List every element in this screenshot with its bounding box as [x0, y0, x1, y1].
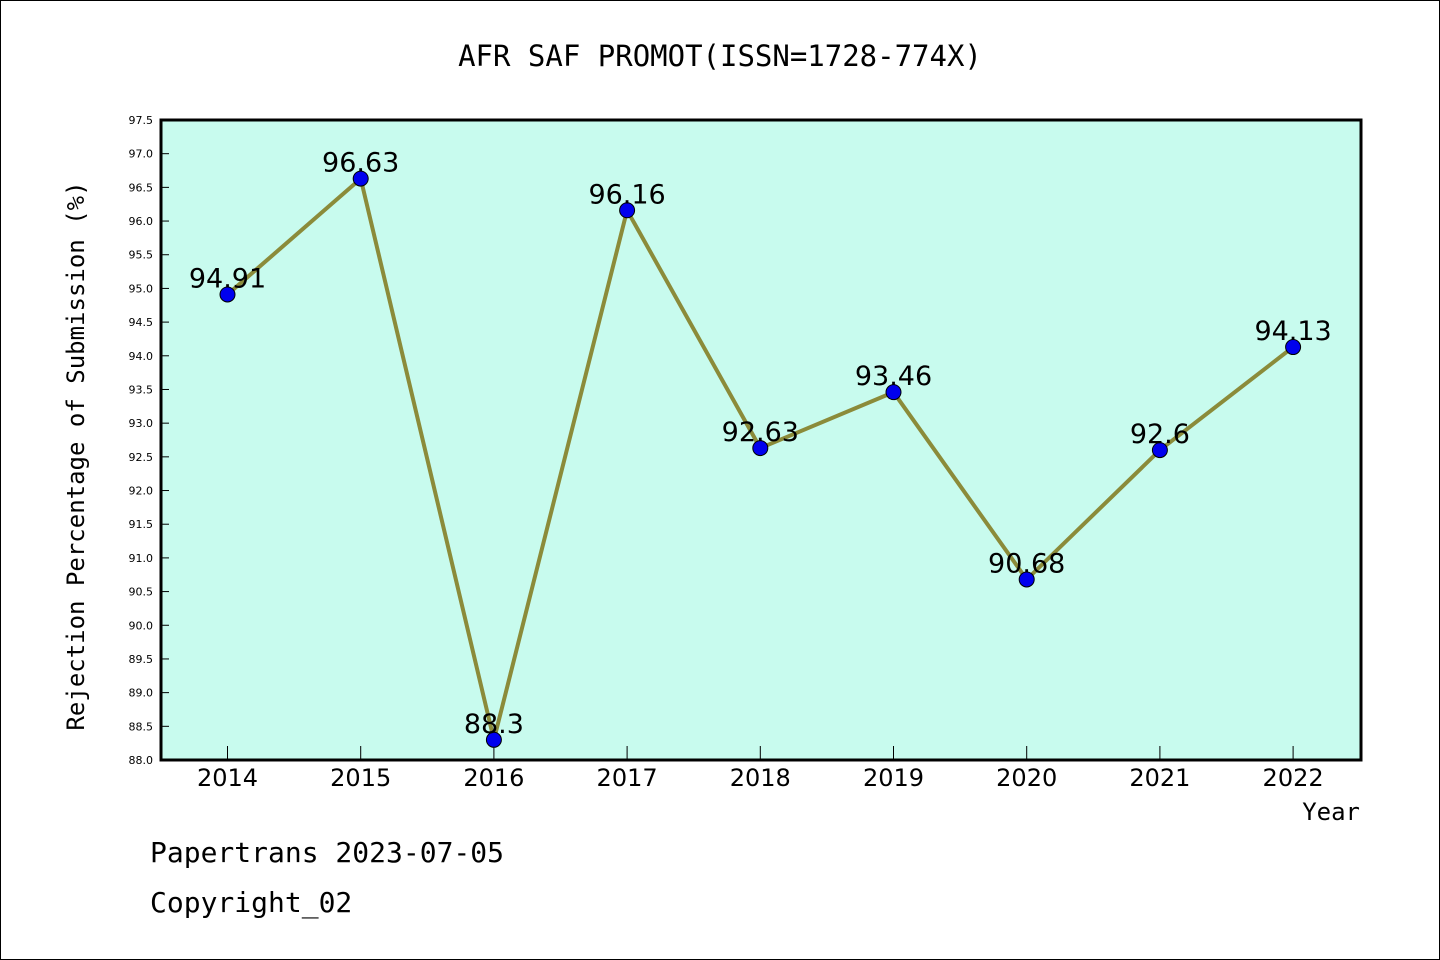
x-tick-label: 2021 — [1129, 764, 1190, 792]
data-point — [885, 384, 902, 401]
data-label: 94.91 — [189, 263, 266, 294]
y-tick-label: 95.0 — [129, 282, 154, 295]
x-axis-label: Year — [1302, 798, 1360, 826]
y-axis-ticks: 88.0 88.5 89.0 89.5 90.0 90.5 91.0 91.5 92.0 92.5… — [129, 114, 169, 767]
data-labels: 94.91 96.63 88.3 96.16 92.63 93.46 90.68 92.6 94… — [189, 148, 1332, 740]
data-point — [352, 170, 369, 187]
y-tick-label: 92.0 — [129, 485, 154, 498]
footer-copyright: Copyright_02 — [150, 886, 353, 919]
plot-border — [159, 118, 1363, 762]
y-tick-label: 91.0 — [129, 552, 154, 565]
y-tick-label: 90.0 — [129, 619, 154, 632]
y-axis-label: Rejection Percentage of Submission (%) — [62, 181, 90, 730]
data-label: 94.13 — [1254, 316, 1331, 347]
y-tick-label: 89.5 — [129, 653, 154, 666]
x-tick-label: 2014 — [197, 764, 258, 792]
y-tick-label: 88.5 — [129, 720, 154, 733]
x-tick-label: 2016 — [463, 764, 524, 792]
footer-date: Papertrans 2023-07-05 — [150, 836, 505, 869]
x-tick-label: 2015 — [330, 764, 391, 792]
x-tick-label: 2020 — [996, 764, 1057, 792]
y-tick-label: 97.0 — [129, 148, 154, 161]
data-label: 96.63 — [322, 148, 399, 179]
data-point — [1285, 339, 1302, 356]
data-point — [485, 731, 502, 748]
y-tick-label: 96.5 — [129, 181, 154, 194]
data-label: 93.46 — [855, 361, 932, 392]
data-point — [619, 202, 636, 219]
data-label: 90.68 — [988, 548, 1065, 579]
data-label: 92.6 — [1130, 419, 1190, 450]
x-tick-label: 2017 — [597, 764, 658, 792]
data-point — [1151, 442, 1168, 459]
y-tick-label: 92.5 — [129, 451, 154, 464]
data-label: 88.3 — [464, 709, 524, 740]
chart-title: AFR SAF PROMOT(ISSN=1728-774X) — [458, 39, 982, 73]
data-point — [1018, 571, 1035, 588]
data-label: 92.63 — [722, 417, 799, 448]
data-point — [752, 440, 769, 457]
x-tick-label: 2022 — [1263, 764, 1324, 792]
data-label: 96.16 — [588, 179, 665, 210]
y-tick-label: 88.0 — [129, 754, 154, 767]
data-point — [219, 286, 236, 303]
y-tick-label: 93.0 — [129, 417, 154, 430]
x-tick-label: 2018 — [730, 764, 791, 792]
y-tick-label: 96.0 — [129, 215, 154, 228]
y-tick-label: 91.5 — [129, 518, 154, 531]
y-tick-label: 94.5 — [129, 316, 154, 329]
x-tick-label: 2019 — [863, 764, 924, 792]
y-tick-label: 93.5 — [129, 383, 154, 396]
plot-area — [161, 120, 1361, 760]
y-tick-label: 89.0 — [129, 687, 154, 700]
y-tick-label: 94.0 — [129, 350, 154, 363]
data-markers — [219, 170, 1302, 748]
x-axis-ticks: 2014 2015 2016 2017 2018 2019 2020 2021 2022 — [197, 746, 1324, 792]
y-tick-label: 95.5 — [129, 249, 154, 262]
y-tick-label: 97.5 — [129, 114, 154, 127]
y-tick-label: 90.5 — [129, 586, 154, 599]
